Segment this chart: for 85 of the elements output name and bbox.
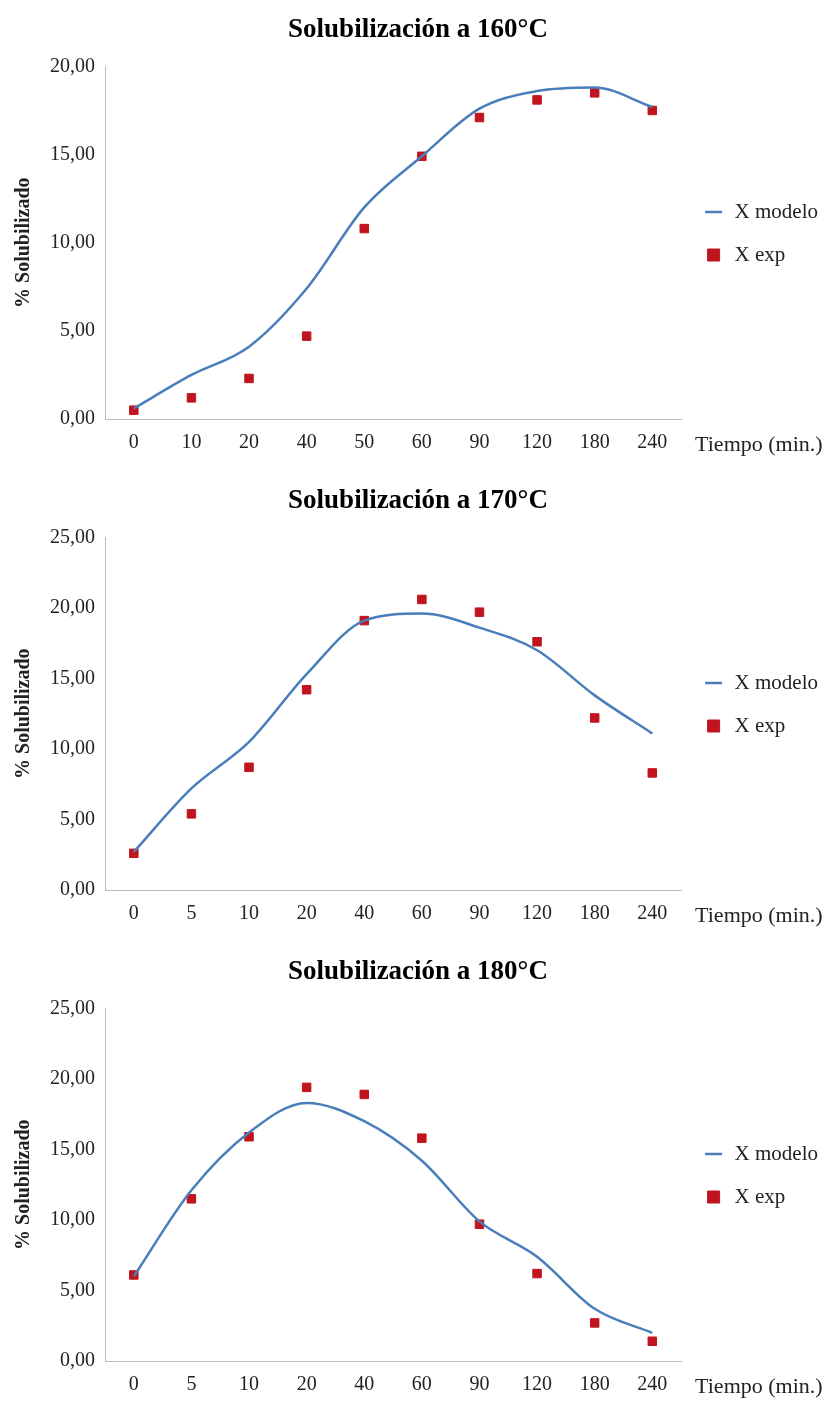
point [647,768,658,778]
legend-label: X modelo [734,198,818,223]
x-tick-label: 60 [411,901,432,924]
y-tick-label: 5,00 [60,806,95,829]
x-tick-label: 5 [186,1372,197,1395]
y-tick-label: 15,00 [50,665,95,688]
x-axis-title: Tiempo (min.) [695,1372,823,1398]
y-tick-label: 25,00 [50,995,95,1018]
y-tick-label: 0,00 [60,1348,95,1371]
x-tick-label: 240 [637,901,668,924]
y-tick-label: 10,00 [50,736,95,759]
point [532,95,542,105]
x-axis-title: Tiempo (min.) [695,430,823,456]
x-tick-label: 40 [296,430,317,453]
point [647,1336,658,1346]
x-tick-label: 50 [354,430,375,453]
x-tick-label: 20 [296,1372,317,1395]
y-axis-title: % Solubilizado [11,1119,34,1250]
legend-label: X modelo [734,669,818,694]
point [474,112,485,123]
y-tick-label: 0,00 [60,406,95,429]
x-tick-label: 10 [239,901,260,924]
x-tick-label: 120 [522,1372,553,1395]
y-tick-label: 20,00 [50,53,95,76]
y-axis-title: % Solubilizado [11,648,34,779]
x-axis-title: Tiempo (min.) [695,901,823,927]
point [186,809,197,819]
point [532,637,542,647]
point [301,331,312,341]
x-tick-label: 5 [186,901,197,924]
y-tick-label: 10,00 [50,229,95,252]
point [186,393,197,403]
x-tick-label: 20 [239,430,260,453]
point [301,684,312,695]
x-tick-label: 180 [579,901,610,924]
y-tick-label: 5,00 [60,1277,95,1300]
point [417,1133,427,1143]
point [589,713,600,723]
point [417,594,427,605]
x-tick-label: 0 [128,430,139,453]
point [359,223,369,234]
x-tick-label: 180 [579,1372,610,1395]
x-tick-label: 90 [469,430,490,453]
x-tick-label: 90 [469,1372,490,1395]
x-tick-label: 120 [522,901,553,924]
y-tick-label: 15,00 [50,1136,95,1159]
y-axis-title: % Solubilizado [11,177,34,308]
point [186,1194,197,1204]
chart-title: Solubilización a 180°C [288,955,548,986]
point [589,88,600,98]
y-tick-label: 10,00 [50,1207,95,1230]
x-tick-label: 240 [637,1372,668,1395]
point [474,607,485,617]
legend-label: X exp [734,241,786,266]
x-tick-label: 240 [637,430,668,453]
point [532,1268,542,1279]
x-tick-label: 10 [181,430,202,453]
y-tick-label: 15,00 [50,141,95,164]
legend-label: X exp [734,712,786,737]
point [301,1082,312,1093]
point [359,1089,369,1100]
x-tick-label: 40 [354,1372,375,1395]
point [647,105,658,116]
y-tick-label: 20,00 [50,595,95,618]
chart-title: Solubilización a 160°C [288,13,548,44]
x-tick-label: 60 [411,430,432,453]
x-tick-label: 20 [296,901,317,924]
y-tick-label: 25,00 [50,524,95,547]
x-tick-label: 0 [128,1372,139,1395]
legend-label: X exp [734,1183,786,1208]
x-tick-label: 180 [579,430,610,453]
legend-label: X modelo [734,1140,818,1165]
chart-title: Solubilización a 170°C [288,484,548,515]
x-tick-label: 90 [469,901,490,924]
point [244,762,254,773]
x-tick-label: 120 [522,430,553,453]
x-tick-label: 10 [239,1372,260,1395]
y-tick-label: 5,00 [60,318,95,341]
x-tick-label: 60 [411,1372,432,1395]
y-tick-label: 0,00 [60,877,95,900]
x-tick-label: 40 [354,901,375,924]
point [244,373,254,384]
x-tick-label: 0 [128,901,139,924]
point [589,1318,600,1328]
y-tick-label: 20,00 [50,1066,95,1089]
